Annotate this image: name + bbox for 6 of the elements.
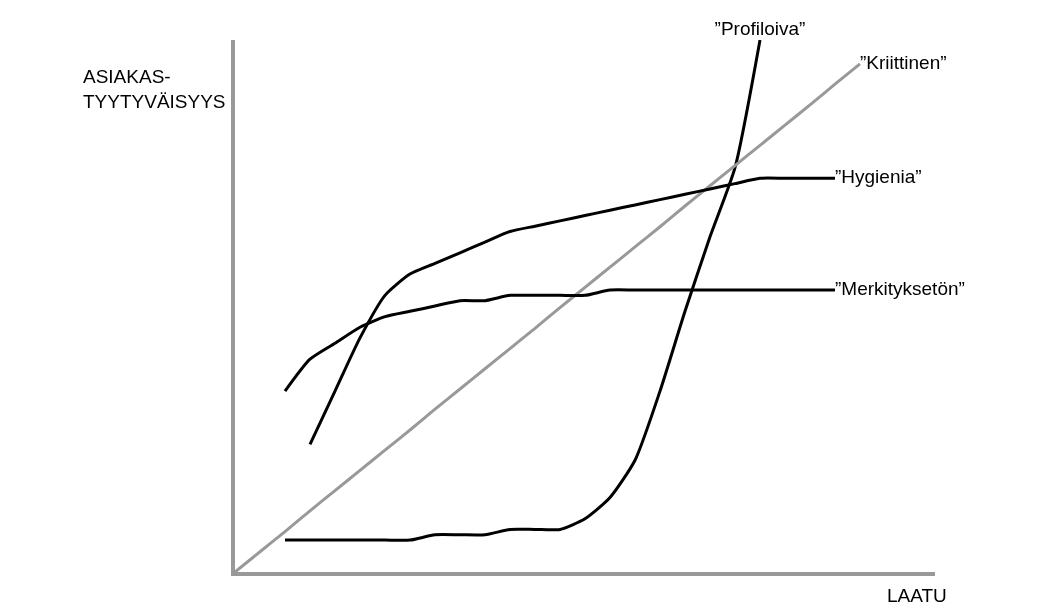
series-label: ”Profiloiva” [714, 18, 806, 40]
series-label: ”Kriittinen” [860, 51, 947, 73]
y-axis-title: ASIAKAS- TYYTYVÄISYYS [83, 66, 226, 112]
series-label: ”Merkityksetön” [835, 277, 965, 299]
x-axis-title: LAATU [887, 585, 947, 606]
series-label: ”Hygienia” [835, 166, 922, 188]
